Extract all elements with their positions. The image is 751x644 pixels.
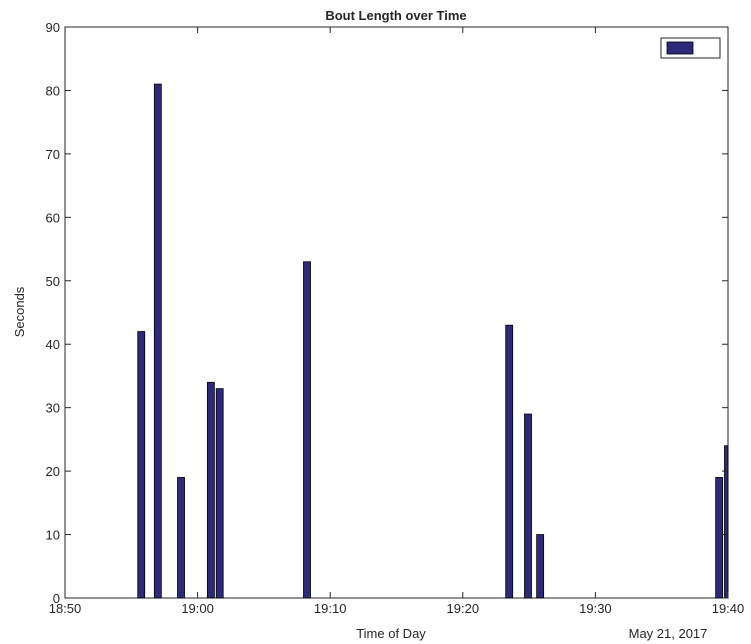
bars-group <box>137 83 729 599</box>
y-axis: 0 10 20 30 40 50 60 70 80 90 <box>46 20 728 606</box>
x-tick-label: 19:10 <box>314 601 347 616</box>
x-axis-label: Time of Day <box>356 626 426 641</box>
bar <box>536 534 545 599</box>
y-tick-label: 10 <box>46 528 60 543</box>
bar <box>206 381 215 599</box>
bar <box>524 413 532 599</box>
y-tick-label: 40 <box>46 337 60 352</box>
bar <box>153 83 162 599</box>
y-tick-label: 0 <box>53 591 60 606</box>
bar <box>303 261 311 599</box>
bar <box>137 331 146 599</box>
y-tick-label: 70 <box>46 147 60 162</box>
bar <box>724 445 729 599</box>
bar <box>177 477 185 599</box>
date-label: May 21, 2017 <box>629 626 708 641</box>
y-tick-label: 60 <box>46 210 60 225</box>
bar <box>715 477 724 599</box>
chart-title: Bout Length over Time <box>325 8 466 23</box>
bar <box>215 388 224 599</box>
x-tick-label: 19:20 <box>447 601 480 616</box>
bar <box>505 324 514 599</box>
plot-area <box>64 26 729 599</box>
x-axis: 18:50 19:00 19:10 19:20 19:30 19:40 <box>49 27 745 616</box>
x-tick-label: 19:00 <box>181 601 214 616</box>
legend <box>660 37 721 59</box>
y-tick-label: 90 <box>46 20 60 35</box>
y-axis-label: Seconds <box>12 286 27 337</box>
x-tick-label: 18:50 <box>49 601 82 616</box>
y-tick-label: 50 <box>46 274 60 289</box>
y-tick-label: 80 <box>46 83 60 98</box>
x-tick-label: 19:30 <box>579 601 612 616</box>
x-tick-label: 19:40 <box>712 601 745 616</box>
legend-swatch <box>666 41 694 55</box>
y-tick-label: 30 <box>46 401 60 416</box>
y-tick-label: 20 <box>46 464 60 479</box>
